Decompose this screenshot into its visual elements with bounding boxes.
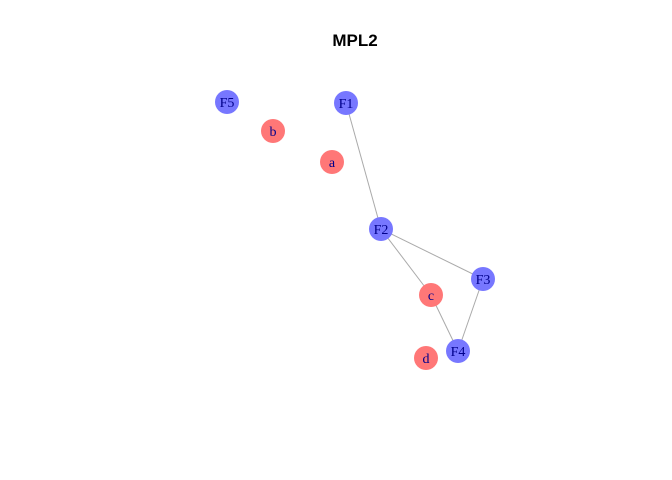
node-label-d: d (423, 352, 430, 367)
node-circle-b (261, 119, 285, 143)
node-circle-d (414, 346, 438, 370)
node-label-a: a (329, 156, 336, 171)
graph-title: MPL2 (332, 31, 377, 50)
node-circle-c (419, 283, 443, 307)
edge-F2-c (380, 228, 432, 296)
node-label-F5: F5 (220, 96, 235, 111)
nodes-layer: F5 F1 b a F2 F3 c F4 d (215, 90, 495, 370)
node-F4: F4 (446, 339, 470, 363)
edge-F1-F2 (345, 102, 382, 230)
node-F2: F2 (369, 217, 393, 241)
node-b: b (261, 119, 285, 143)
edge-F3-F4 (457, 278, 484, 352)
node-label-b: b (270, 125, 277, 140)
node-circle-F4 (446, 339, 470, 363)
node-c: c (419, 283, 443, 307)
node-a: a (320, 150, 344, 174)
node-F5: F5 (215, 90, 239, 114)
node-label-F4: F4 (451, 345, 466, 360)
node-label-c: c (428, 289, 434, 304)
node-circle-F5 (215, 90, 239, 114)
node-F1: F1 (334, 91, 358, 115)
node-circle-F2 (369, 217, 393, 241)
node-label-F2: F2 (374, 223, 389, 238)
node-label-F1: F1 (339, 97, 354, 112)
node-label-F3: F3 (476, 273, 491, 288)
edge-F2-F3 (380, 228, 484, 280)
node-d: d (414, 346, 438, 370)
node-circle-a (320, 150, 344, 174)
node-F3: F3 (471, 267, 495, 291)
node-circle-F3 (471, 267, 495, 291)
node-circle-F1 (334, 91, 358, 115)
